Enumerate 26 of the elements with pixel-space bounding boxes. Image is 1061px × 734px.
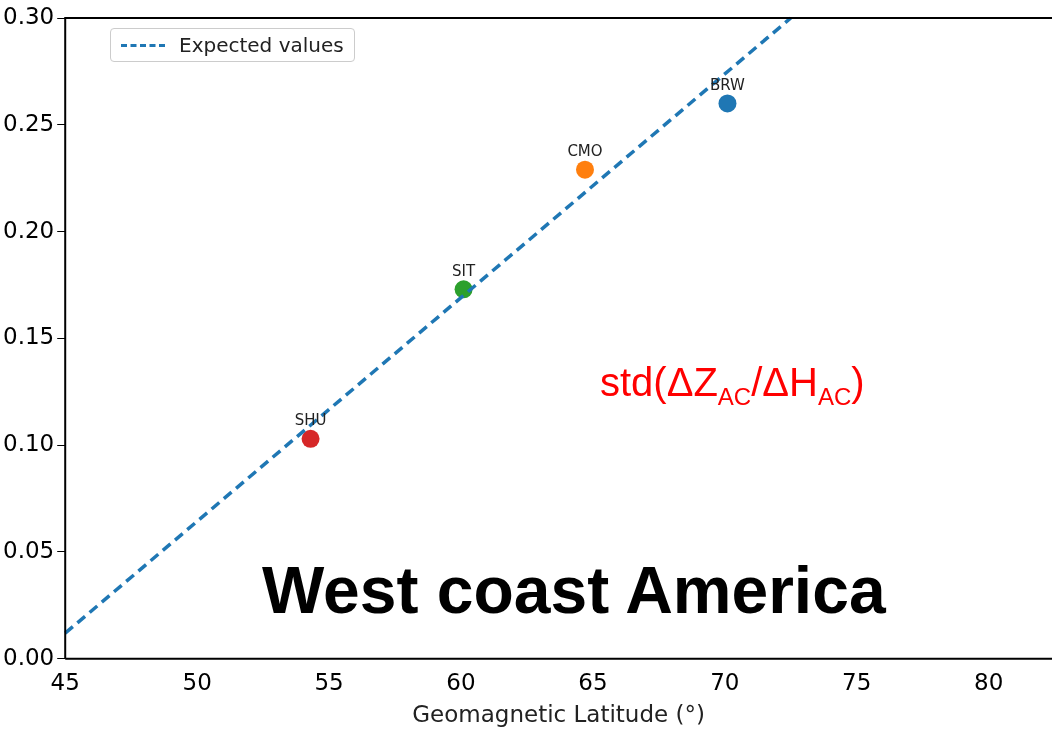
x-tick-label: 50 — [182, 668, 212, 695]
annotation: West coast America — [262, 552, 886, 628]
point — [301, 429, 320, 448]
x-tick-label: 65 — [578, 668, 608, 695]
y-tick-label: 0.05 — [2, 536, 55, 563]
y-tick-label: 0.25 — [2, 109, 55, 136]
y-tick-label: 0.10 — [2, 430, 55, 457]
series-label: CMO — [567, 142, 603, 161]
series-label: BRW — [710, 75, 746, 94]
y-tick-label: 0.20 — [2, 216, 55, 243]
y-tick-label: 0.30 — [2, 2, 55, 29]
point — [718, 94, 737, 113]
y-tick-label: 0.00 — [2, 643, 55, 670]
x-tick-label: 45 — [50, 668, 80, 695]
x-tick-label: 55 — [314, 668, 344, 695]
annotation: std(ΔZ$_{AC}$/ΔH$_{AC}$) — [600, 360, 865, 411]
x-tick-label: 75 — [842, 668, 872, 695]
x-axis-title: Geomagnetic Latitude (°) — [412, 701, 705, 728]
legend-label: Expected values — [179, 33, 344, 57]
x-tick-label: 60 — [446, 668, 476, 695]
x-tick-label: 80 — [974, 668, 1004, 695]
series-label: SIT — [452, 261, 477, 280]
x-tick-label: 70 — [710, 668, 740, 695]
y-tick-label: 0.15 — [2, 323, 55, 350]
point — [575, 160, 594, 179]
series-label: SHU — [294, 411, 327, 430]
